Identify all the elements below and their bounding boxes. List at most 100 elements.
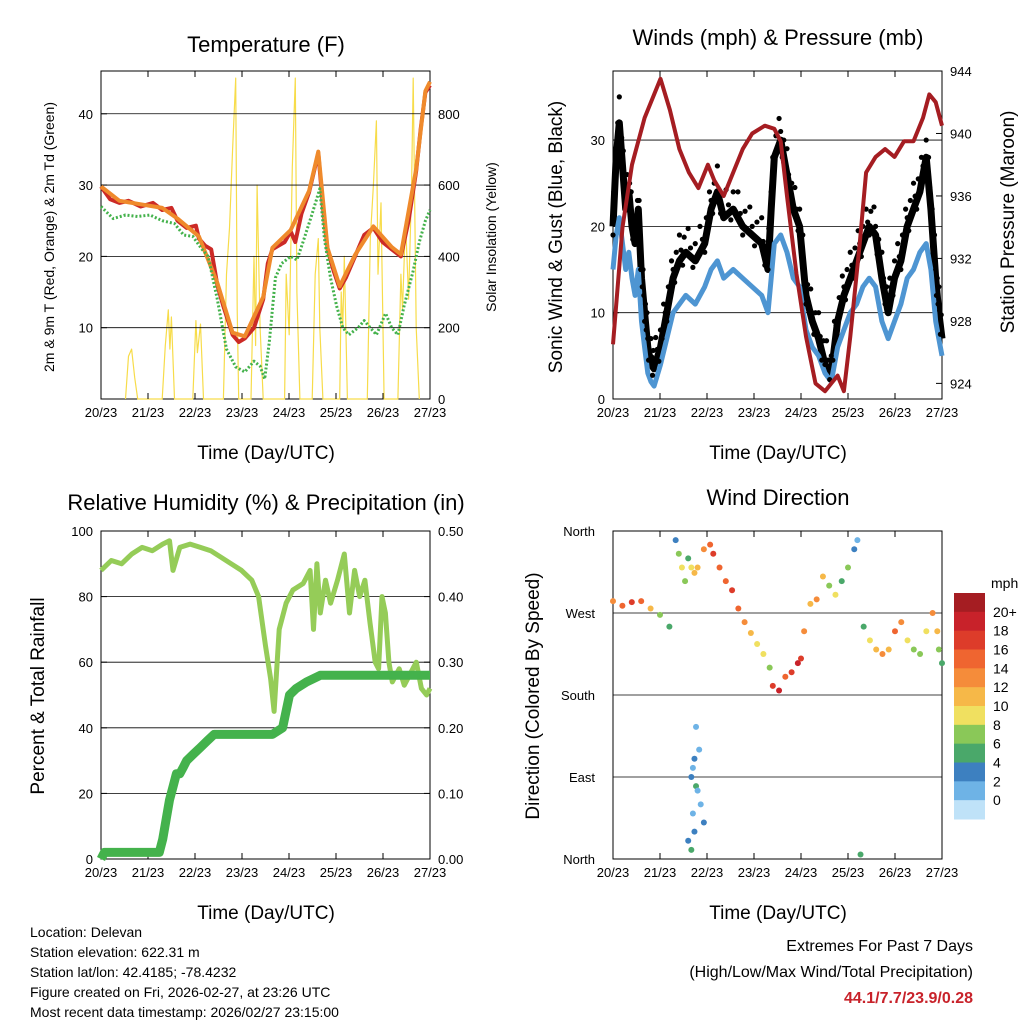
direction-point (672, 537, 679, 544)
winds-gust-point (611, 189, 618, 195)
direction-point (675, 550, 682, 557)
winds-y2tick-label: 928 (950, 314, 972, 329)
temperature-xtick-label: 22/23 (179, 405, 212, 420)
direction-point (722, 578, 729, 585)
winds-gust-point (898, 266, 904, 273)
colorbar-label: 2 (993, 773, 1001, 789)
winds-gust-point (888, 284, 894, 290)
winds-gust-point (760, 238, 766, 245)
winds-gust-point (657, 327, 664, 333)
colorbar-swatch (954, 781, 985, 801)
created-text: Figure created on Fri, 2026-02-27, at 23… (30, 984, 331, 1000)
winds-gust-point (817, 333, 823, 340)
winds-gust-point (823, 338, 830, 344)
winds-gust-point (744, 228, 751, 234)
winds-gust-point (742, 208, 748, 214)
winds-gust-point (885, 310, 891, 316)
winds-gust-point (619, 135, 625, 141)
direction-point (910, 646, 917, 653)
winds-gust-point (642, 318, 648, 324)
elevation-text: Station elevation: 622.31 m (30, 944, 200, 960)
winds-title: Winds (mph) & Pressure (mb) (633, 25, 924, 50)
winds-gust-point (872, 223, 879, 229)
winds-gust-point (770, 154, 776, 160)
winds-gust-point (621, 176, 627, 182)
direction-point (769, 682, 776, 689)
winds-gust-point (676, 232, 683, 238)
winds-gust-point (685, 225, 691, 232)
extremes-values: 44.1/7.7/23.9/0.28 (844, 990, 973, 1007)
winds-gust-point (664, 318, 670, 324)
winds-gust-point (668, 258, 675, 264)
direction-point (628, 599, 635, 606)
winds-gust-point (830, 357, 836, 363)
direction-ytick-label: South (561, 688, 595, 703)
winds-gust-point (839, 273, 845, 279)
winds-gust-point (925, 154, 932, 160)
winds-gust-point (651, 366, 657, 372)
winds-gust-point (880, 275, 887, 281)
winds-series-gust (609, 119, 946, 377)
winds-gust-point (650, 347, 656, 354)
winds-gust-point (841, 284, 847, 290)
winds-ytick-label: 20 (591, 219, 605, 234)
winds-gust-point (800, 232, 806, 238)
winds-gust-point (903, 206, 909, 212)
winds-gust-point (836, 294, 842, 301)
direction-point (760, 651, 767, 657)
direction-point (776, 687, 783, 694)
winds-gust-point (770, 159, 777, 165)
winds-gust-point (923, 137, 929, 143)
temperature-ytick-label: 10 (79, 321, 93, 336)
direction-point (741, 619, 748, 626)
direction-point (694, 564, 701, 571)
humidity-xtick-label: 22/23 (179, 865, 212, 880)
colorbar-swatch (954, 687, 985, 707)
humidity-series-relative-humidity (99, 538, 433, 714)
winds-xtick-label: 26/23 (879, 405, 912, 420)
direction-point (838, 578, 845, 585)
direction-xtick-label: 23/23 (738, 865, 771, 880)
direction-point (729, 587, 736, 594)
colorbar-label: 14 (993, 660, 1009, 676)
winds-gust-point (869, 228, 876, 234)
direction-ytick-label: West (566, 606, 596, 621)
winds-gust-point (615, 128, 622, 135)
colorbar-swatch (954, 762, 985, 782)
winds-gust-point (822, 361, 828, 368)
winds-gust-point (831, 318, 838, 324)
winds-gust-point (847, 249, 853, 255)
direction-point (873, 646, 880, 653)
temperature-series-9m-t (99, 80, 432, 339)
winds-ytick-label: 10 (591, 306, 605, 321)
direction-point (929, 610, 936, 616)
direction-point (638, 598, 645, 605)
winds-gust-point (907, 197, 913, 204)
direction-point (782, 673, 789, 680)
winds-gust-point (914, 206, 920, 212)
winds-gust-point (917, 189, 923, 195)
winds-gust-point (702, 249, 708, 255)
winds-gust-point (633, 223, 639, 229)
winds-gust-point (619, 163, 626, 169)
winds-gust-point (662, 310, 668, 316)
colorbar-label: 10 (993, 698, 1009, 714)
winds-gust-point (665, 284, 671, 290)
winds-gust-point (631, 236, 637, 242)
colorbar-swatch (954, 800, 985, 820)
winds-gust-point (767, 230, 773, 236)
direction-xtick-label: 21/23 (644, 865, 677, 880)
winds-gust-point (929, 206, 935, 212)
location-text: Location: Delevan (30, 924, 143, 940)
winds-gust-point (679, 262, 686, 268)
direction-point (700, 546, 707, 553)
colorbar-label: 20+ (993, 604, 1017, 620)
humidity-xtick-label: 21/23 (132, 865, 165, 880)
winds-gust-point (620, 148, 626, 154)
winds-gust-point (639, 284, 645, 290)
winds-gust-point (938, 312, 944, 318)
winds-gust-point (617, 122, 623, 128)
winds-gust-point (849, 262, 855, 268)
winds-gust-point (882, 301, 888, 307)
winds-gust-point (890, 292, 896, 299)
